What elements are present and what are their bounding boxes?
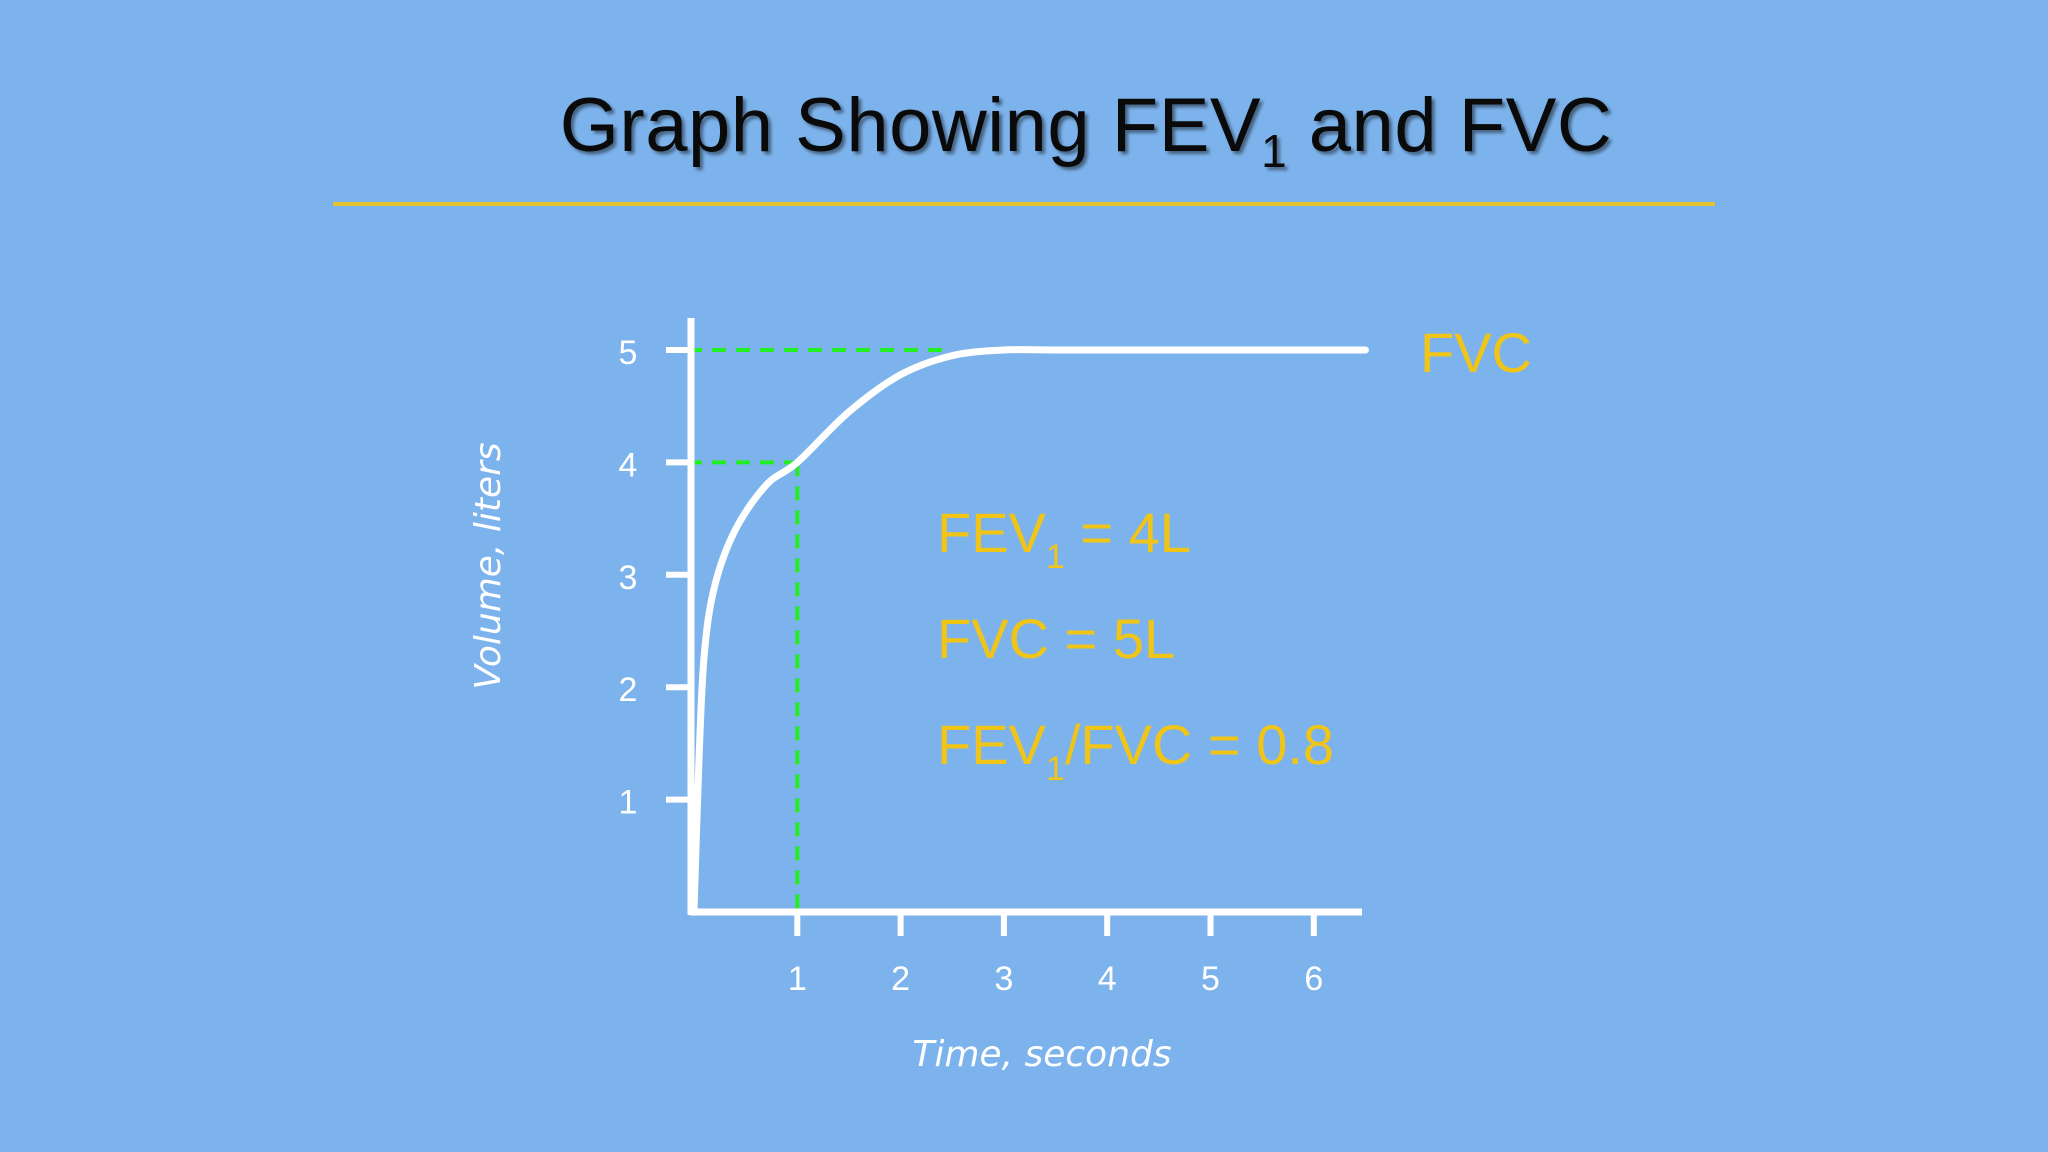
y-tick-label-2: 2 <box>619 671 638 709</box>
annotation-1: FEV1 = 4L <box>937 501 1191 576</box>
annotation-1-main: FEV <box>937 501 1047 564</box>
x-tick-label-2: 2 <box>891 960 910 998</box>
tick-labels: 1 2 3 4 5 1 2 3 4 5 6 <box>619 334 1324 998</box>
annotation-1-subscript: 1 <box>1046 538 1065 576</box>
chart-axes <box>666 318 1362 936</box>
guide-lines <box>688 348 942 928</box>
title-tail: and FVC <box>1287 83 1613 168</box>
annotation-3-tail: /FVC = 0.8 <box>1065 713 1334 776</box>
volume-curve-0 <box>690 346 1369 916</box>
title-rule <box>333 202 1715 206</box>
y-tick-label-5: 5 <box>619 334 638 372</box>
x-tick-label-1: 1 <box>788 960 807 998</box>
title-subscript: 1 <box>1261 125 1288 177</box>
title-main: Graph Showing FEV <box>559 83 1262 168</box>
x-tick-label-5: 5 <box>1201 960 1220 998</box>
y-tick-label-1: 1 <box>619 784 638 822</box>
x-axis-title: Time, seconds <box>912 1034 1171 1075</box>
fvc-curve-label: FVC <box>1420 321 1532 384</box>
volume-series <box>690 346 1369 916</box>
slide-title: Graph Showing FEV1 and FVC <box>0 82 2048 174</box>
y-tick-label-4: 4 <box>619 446 638 484</box>
annotation-2: FVC = 5L <box>937 607 1175 670</box>
x-tick-label-6: 6 <box>1304 960 1323 998</box>
annotation-3-main: FEV <box>937 713 1047 776</box>
y-tick-label-3: 3 <box>619 559 638 597</box>
y-axis-title: Volume, liters <box>468 442 509 689</box>
annotation-3-subscript: 1 <box>1046 750 1065 788</box>
x-tick-label-3: 3 <box>994 960 1013 998</box>
annotation-2-main: FVC = 5L <box>937 607 1175 670</box>
annotation-3: FEV1/FVC = 0.8 <box>937 713 1334 788</box>
annotation-1-tail: = 4L <box>1065 501 1191 564</box>
x-tick-label-4: 4 <box>1098 960 1117 998</box>
